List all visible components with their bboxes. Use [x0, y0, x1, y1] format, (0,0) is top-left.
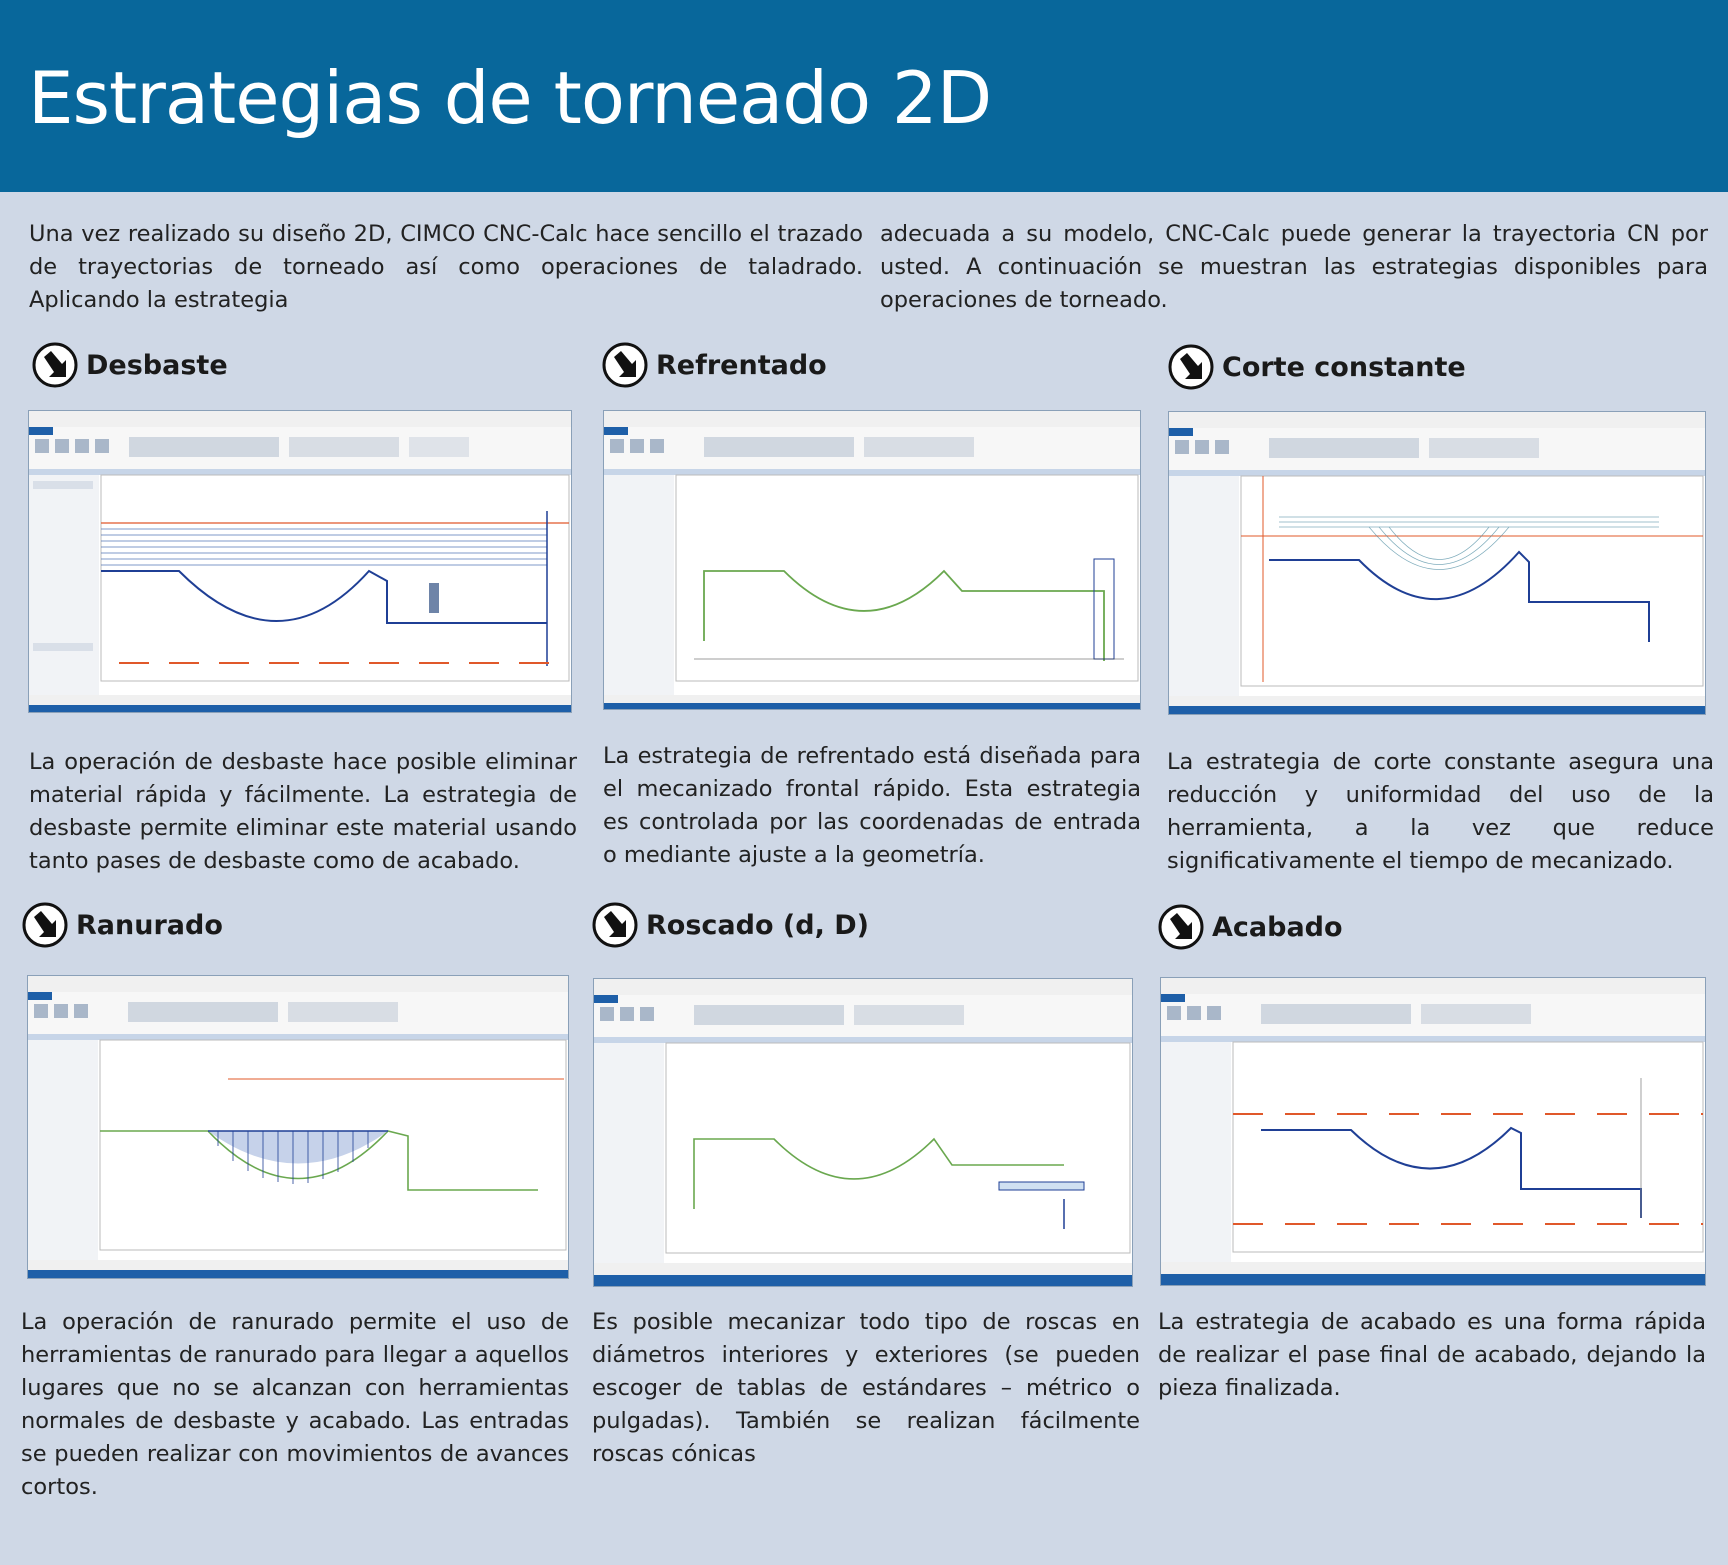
section-title-refrentado: Refrentado — [602, 340, 827, 390]
section-title-corte-constante: Corte constante — [1168, 342, 1466, 392]
section-title-label: Ranurado — [76, 909, 223, 941]
section-text-ranurado: La operación de ranurado permite el uso … — [21, 1309, 569, 1500]
screenshot-roscado — [593, 978, 1133, 1287]
section-title-desbaste: Desbaste — [32, 340, 228, 390]
section-text-roscado: Es posible mecanizar todo tipo de roscas… — [592, 1309, 1140, 1467]
arrow-down-right-circle-icon — [22, 902, 68, 948]
arrow-down-right-circle-icon — [1168, 344, 1214, 390]
screenshot-corte-constante — [1168, 411, 1706, 715]
screenshot-refrentado — [603, 410, 1141, 710]
section-text-corte-constante: La estrategia de corte constante asegura… — [1167, 749, 1714, 874]
arrow-down-right-circle-icon — [1158, 904, 1204, 950]
header-banner: Estrategias de torneado 2D — [0, 0, 1728, 192]
screenshot-desbaste — [28, 410, 572, 713]
section-title-label: Acabado — [1212, 911, 1343, 943]
section-title-roscado: Roscado (d, D) — [592, 900, 869, 950]
intro-left: Una vez realizado su diseño 2D, CIMCO CN… — [29, 221, 863, 313]
section-title-label: Desbaste — [86, 349, 228, 381]
page-title: Estrategias de torneado 2D — [28, 56, 992, 140]
intro-right: adecuada a su modelo, CNC-Calc puede gen… — [880, 221, 1708, 313]
arrow-down-right-circle-icon — [32, 342, 78, 388]
screenshot-acabado — [1160, 977, 1706, 1286]
section-title-label: Roscado (d, D) — [646, 909, 869, 941]
screenshot-ranurado — [27, 975, 569, 1279]
section-text-desbaste: La operación de desbaste hace posible el… — [29, 749, 577, 874]
arrow-down-right-circle-icon — [592, 902, 638, 948]
arrow-down-right-circle-icon — [602, 342, 648, 388]
section-text-acabado: La estrategia de acabado es una forma rá… — [1158, 1309, 1706, 1401]
section-title-acabado: Acabado — [1158, 902, 1343, 952]
section-title-label: Refrentado — [656, 349, 827, 381]
section-title-label: Corte constante — [1222, 351, 1466, 383]
section-title-ranurado: Ranurado — [22, 900, 223, 950]
section-text-refrentado: La estrategia de refrentado está diseñad… — [603, 743, 1141, 868]
